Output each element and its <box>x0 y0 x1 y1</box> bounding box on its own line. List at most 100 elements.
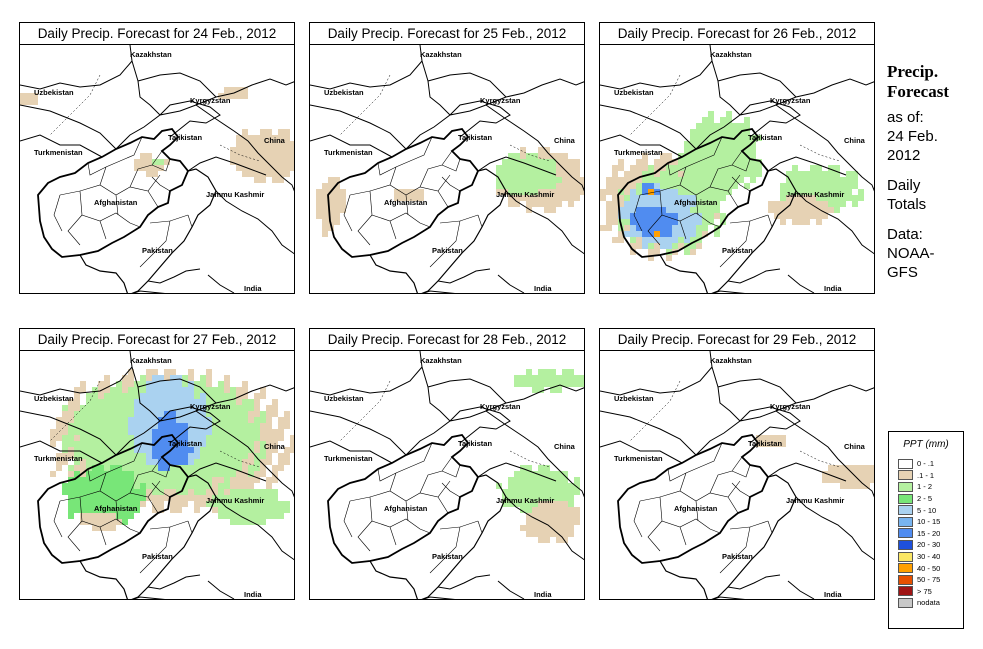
precip-cell <box>212 387 218 393</box>
province-boundaries <box>633 136 751 246</box>
precip-cell <box>56 417 62 423</box>
precip-cell <box>804 201 810 207</box>
precip-cell <box>556 171 562 177</box>
precip-cell <box>574 489 580 495</box>
precip-cell <box>538 465 544 471</box>
precip-cell <box>538 177 544 183</box>
precip-cell <box>116 453 122 459</box>
precip-cell <box>74 441 80 447</box>
label-china: China <box>844 136 866 145</box>
precip-cell <box>62 405 68 411</box>
precip-cell <box>624 213 630 219</box>
precip-cell <box>792 195 798 201</box>
precip-cell <box>642 153 648 159</box>
precip-cell <box>316 189 322 195</box>
precip-cell <box>672 219 678 225</box>
precip-cell <box>200 501 206 507</box>
precip-cell <box>182 387 188 393</box>
precip-cell <box>678 237 684 243</box>
precip-cell <box>648 183 654 189</box>
precip-cell <box>20 99 26 105</box>
precip-cell <box>418 189 424 195</box>
precip-cell <box>690 171 696 177</box>
precip-cell <box>810 213 816 219</box>
precip-cell <box>92 465 98 471</box>
precip-cell <box>266 513 272 519</box>
precip-cell <box>798 189 804 195</box>
precip-cell <box>188 465 194 471</box>
precip-cell <box>660 237 666 243</box>
precip-cell <box>134 495 140 501</box>
precip-cell <box>618 213 624 219</box>
precip-cell <box>128 447 134 453</box>
precip-cell <box>62 483 68 489</box>
precip-cell <box>574 159 580 165</box>
precip-cell <box>200 459 206 465</box>
precip-cell <box>224 465 230 471</box>
precip-cell <box>272 471 278 477</box>
precip-cell <box>574 171 580 177</box>
precip-cell <box>816 183 822 189</box>
precip-cell <box>526 501 532 507</box>
precip-cell <box>92 471 98 477</box>
precip-cell <box>206 447 212 453</box>
forecast-info: Precip. Forecast as of: 24 Feb. 2012 Dai… <box>887 62 982 282</box>
precip-cell <box>514 189 520 195</box>
precip-cell <box>526 507 532 513</box>
precip-cell <box>684 207 690 213</box>
precip-cell <box>74 405 80 411</box>
precip-cell <box>526 483 532 489</box>
precip-cell <box>574 513 580 519</box>
precip-cell <box>666 213 672 219</box>
precip-cell <box>248 435 254 441</box>
precip-cell <box>684 177 690 183</box>
precip-field <box>756 435 874 489</box>
precip-cell <box>538 183 544 189</box>
label-india: India <box>534 284 552 293</box>
precip-cell <box>152 429 158 435</box>
precip-cell <box>636 189 642 195</box>
precip-cell <box>218 453 224 459</box>
precip-cell <box>654 171 660 177</box>
afghanistan-border <box>327 128 480 258</box>
label-uzbekistan: Uzbekistan <box>34 394 74 403</box>
precip-cell <box>134 477 140 483</box>
precip-cell <box>690 195 696 201</box>
precip-cell <box>720 213 726 219</box>
precip-cell <box>532 381 538 387</box>
precip-cell <box>284 153 290 159</box>
precip-cell <box>714 201 720 207</box>
precip-cell <box>810 183 816 189</box>
precip-cell <box>68 489 74 495</box>
precip-cell <box>732 123 738 129</box>
precip-cell <box>696 165 702 171</box>
precip-cell <box>188 375 194 381</box>
precip-cell <box>170 405 176 411</box>
precip-cell <box>738 159 744 165</box>
precip-cell <box>230 429 236 435</box>
precip-cell <box>242 171 248 177</box>
precip-cell <box>176 501 182 507</box>
precip-cell <box>574 195 580 201</box>
precip-cell <box>146 459 152 465</box>
precip-cell <box>532 375 538 381</box>
precip-cell <box>218 417 224 423</box>
precip-cell <box>224 459 230 465</box>
precip-cell <box>678 207 684 213</box>
precip-cell <box>266 153 272 159</box>
precip-cell <box>612 195 618 201</box>
precip-cell <box>146 159 152 165</box>
country-borders <box>310 45 584 158</box>
precip-cell <box>266 507 272 513</box>
precip-cell <box>798 219 804 225</box>
precip-cell <box>834 177 840 183</box>
precip-cell <box>176 447 182 453</box>
precip-cell <box>86 477 92 483</box>
precip-cell <box>732 141 738 147</box>
precip-cell <box>224 513 230 519</box>
precip-cell <box>508 201 514 207</box>
label-afghanistan: Afghanistan <box>94 198 138 207</box>
precip-cell <box>74 453 80 459</box>
map-labels: KazakhstanUzbekistanKyrgyzstanTajikistan… <box>34 356 286 599</box>
precip-cell <box>690 207 696 213</box>
